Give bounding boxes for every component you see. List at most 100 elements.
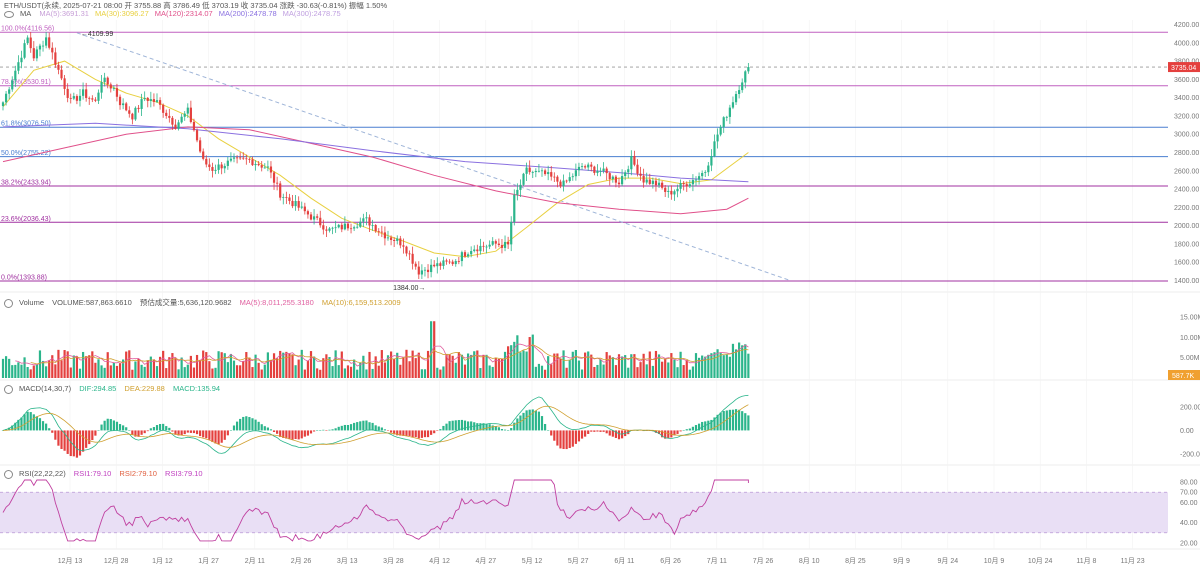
- candle-body: [288, 197, 291, 201]
- volume-bar: [109, 365, 112, 378]
- macd-histogram-bar: [149, 428, 152, 431]
- candle-body: [66, 88, 69, 98]
- macd-histogram-bar: [51, 430, 54, 433]
- macd-histogram-bar: [72, 430, 75, 457]
- candle-body: [667, 190, 670, 192]
- candle-body: [309, 214, 313, 220]
- candle-body: [559, 181, 562, 187]
- macd-histogram-bar: [371, 422, 374, 431]
- macd-histogram-bar: [565, 430, 568, 450]
- candle-body: [510, 221, 513, 245]
- macd-histogram-bar: [522, 412, 525, 431]
- fib-label: 78.6%(3530.91): [1, 79, 51, 86]
- candle-body: [186, 107, 189, 114]
- rsi-axis-label: 60.00: [1180, 500, 1198, 507]
- volume-bar: [482, 354, 485, 378]
- settings-icon[interactable]: [4, 469, 13, 479]
- volume-bar: [642, 353, 645, 378]
- volume-bar: [155, 366, 159, 378]
- volume-bar: [436, 367, 439, 378]
- volume-bar: [516, 335, 519, 378]
- ma-legend[interactable]: MA MA(5):3691.31 MA(30):3096.27 MA(120):23…: [4, 9, 353, 18]
- volume-bar: [168, 357, 171, 378]
- candle-body: [439, 263, 442, 266]
- macd-histogram-bar: [676, 430, 679, 434]
- macd-histogram-bar: [177, 430, 180, 436]
- rsi-legend[interactable]: RSI(22,22,22) RSI1:79.10 RSI2:79.10 RSI3…: [4, 469, 209, 479]
- macd-histogram-bar: [282, 430, 285, 438]
- settings-icon[interactable]: [4, 298, 13, 308]
- macd-histogram-bar: [91, 430, 94, 441]
- volume-bar: [192, 367, 196, 378]
- volume-bar: [661, 361, 664, 378]
- ma-legend-value: MA(200):2478.78: [218, 9, 277, 18]
- candle-body: [78, 95, 82, 101]
- candle-body: [88, 97, 91, 99]
- volume-bar: [266, 352, 269, 378]
- volume-bar: [402, 357, 405, 378]
- candle-body: [457, 261, 460, 262]
- candle-body: [306, 211, 310, 215]
- candle-body: [605, 168, 608, 174]
- volume-bar: [276, 358, 279, 378]
- candle-body: [279, 183, 282, 198]
- volume-bar: [426, 350, 430, 378]
- macd-histogram-bar: [63, 430, 66, 451]
- volume-bar: [239, 365, 242, 378]
- macd-histogram-bar: [66, 430, 69, 454]
- settings-icon[interactable]: [4, 384, 13, 394]
- candle-body: [29, 37, 32, 49]
- macd-histogram-bar: [349, 424, 353, 431]
- eye-icon[interactable]: [4, 10, 14, 18]
- candle-body: [651, 180, 654, 184]
- macd-histogram-bar: [146, 430, 149, 432]
- volume-bar: [128, 350, 131, 378]
- macd-histogram-bar: [239, 418, 242, 431]
- volume-bar: [433, 321, 436, 378]
- volume-bar: [17, 362, 20, 378]
- volume-bar: [1, 358, 5, 378]
- volume-bar: [146, 360, 149, 378]
- macd-histogram-bar: [94, 430, 97, 436]
- volume-bar: [285, 351, 288, 378]
- volume-bar: [368, 351, 371, 378]
- volume-bar: [325, 354, 328, 378]
- candle-body: [433, 264, 436, 267]
- macd-histogram-bar: [540, 416, 544, 431]
- macd-histogram-bar: [131, 430, 134, 435]
- candle-body: [374, 225, 377, 232]
- volume-bar: [596, 364, 599, 378]
- macd-histogram-bar: [254, 419, 257, 431]
- macd-legend[interactable]: MACD(14,30,7) DIF:294.85 DEA:229.88 MACD…: [4, 384, 226, 394]
- volume-bar: [430, 321, 433, 378]
- macd-histogram-bar: [605, 430, 608, 434]
- volume-bar: [177, 369, 180, 378]
- candle-body: [63, 78, 66, 89]
- candle-body: [697, 176, 701, 180]
- macd-histogram-bar: [328, 429, 331, 431]
- candle-body: [131, 113, 134, 120]
- volume-bar: [316, 368, 319, 378]
- macd-histogram-bar: [383, 429, 387, 431]
- macd-histogram-bar: [439, 429, 442, 431]
- volume-legend[interactable]: Volume VOLUME:587,863.6610 预估成交量:5,636,1…: [4, 297, 407, 308]
- volume-bar: [297, 359, 300, 378]
- macd-histogram-bar: [479, 423, 482, 431]
- macd-histogram-bar: [602, 430, 605, 432]
- macd-histogram-bar: [417, 430, 420, 439]
- volume-bar: [118, 363, 122, 378]
- candle-body: [630, 156, 633, 170]
- volume-bar: [291, 354, 294, 378]
- candle-body: [69, 97, 72, 99]
- candle-body: [482, 245, 485, 247]
- candle-body: [386, 237, 390, 239]
- price-axis-label: 2200.00: [1174, 205, 1199, 212]
- volume-bar: [115, 365, 119, 378]
- candle-body: [614, 176, 618, 183]
- macd-histogram-bar: [442, 425, 445, 431]
- volume-bar: [697, 357, 701, 378]
- fib-label: 23.6%(2036.43): [1, 216, 51, 223]
- volume-bar: [349, 366, 353, 378]
- candle-body: [94, 99, 97, 101]
- candle-body: [420, 270, 423, 275]
